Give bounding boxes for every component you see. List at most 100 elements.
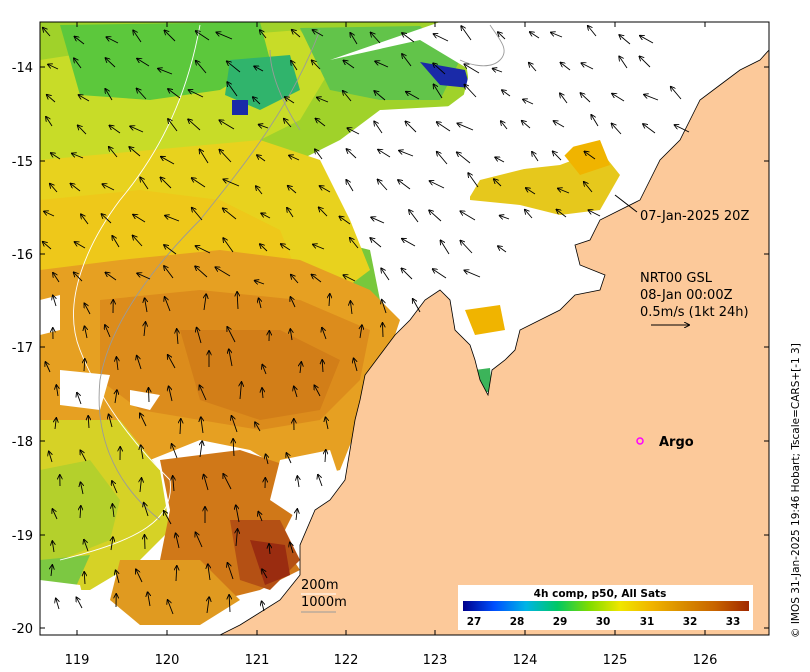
current-vector <box>588 26 597 37</box>
current-vector <box>232 416 238 433</box>
x-tick-label: 121 <box>245 653 270 668</box>
timestamp-leader <box>614 194 638 213</box>
y-tick-label: -18 <box>12 435 33 450</box>
current-vector <box>557 210 567 218</box>
current-vector <box>227 327 236 343</box>
current-vector <box>296 509 297 521</box>
current-vector <box>137 89 147 100</box>
current-vector <box>460 241 473 254</box>
current-vector <box>237 292 238 310</box>
current-vector <box>74 272 83 282</box>
current-vector <box>47 95 56 103</box>
current-vector <box>196 61 207 74</box>
current-vector <box>675 125 690 133</box>
current-vector <box>312 60 321 70</box>
current-vector <box>84 359 85 372</box>
current-vector <box>290 297 296 308</box>
current-vector <box>105 89 113 101</box>
credit-text: © IMOS 31-Jan-2025 19:46 Hobart; Tscale=… <box>790 343 802 638</box>
current-vector <box>493 69 503 72</box>
current-vector <box>350 33 358 45</box>
current-vector <box>612 124 622 135</box>
current-vector <box>401 268 413 280</box>
current-vector <box>109 126 121 134</box>
current-vector <box>105 325 111 338</box>
current-vector <box>227 82 238 97</box>
argo-marker <box>636 437 644 445</box>
argo-label: Argo <box>659 435 694 450</box>
current-vector <box>50 184 58 193</box>
y-tick-label: -20 <box>12 622 33 637</box>
current-vector <box>195 266 208 278</box>
current-vector <box>402 239 416 247</box>
current-vector <box>371 217 385 224</box>
current-vector <box>43 28 51 37</box>
current-vector <box>189 90 204 98</box>
current-vector <box>370 238 382 248</box>
current-vector <box>294 387 297 398</box>
y-tick-label: -19 <box>12 529 33 544</box>
x-tick-label: 125 <box>603 653 628 668</box>
current-vector <box>457 152 471 164</box>
current-vector <box>215 267 231 277</box>
current-vector <box>406 92 420 100</box>
current-vector <box>196 246 211 254</box>
current-vector <box>464 85 477 98</box>
colorbar: 4h comp, p50, All Sats 27 28 29 30 31 32… <box>458 585 753 630</box>
current-vector <box>106 58 116 68</box>
current-vector <box>500 216 510 219</box>
current-vector <box>229 595 230 613</box>
current-vector <box>43 242 52 250</box>
current-vector <box>176 566 177 582</box>
current-vector <box>208 564 210 581</box>
current-vector <box>223 208 237 220</box>
current-vector <box>291 275 299 284</box>
current-vector <box>312 275 322 283</box>
current-vector <box>288 186 297 194</box>
current-vector <box>346 180 354 192</box>
isobath-legend: 200m 1000m <box>301 578 347 613</box>
current-vector <box>168 89 181 99</box>
current-vector <box>402 54 412 67</box>
current-vector <box>255 281 265 284</box>
current-vector <box>289 155 300 161</box>
current-vector <box>553 151 562 161</box>
current-vector <box>116 570 120 584</box>
current-vector <box>53 273 60 283</box>
current-vector <box>106 37 119 44</box>
current-vector <box>85 326 88 339</box>
current-vector <box>561 63 571 71</box>
current-vector <box>354 358 358 372</box>
current-vector <box>343 275 356 282</box>
isobath-200m-label: 200m <box>301 578 338 593</box>
current-vector <box>129 147 141 157</box>
current-vector <box>173 476 174 492</box>
current-vector <box>46 117 53 127</box>
current-vector <box>200 385 207 401</box>
current-vector <box>219 150 232 163</box>
current-vector <box>240 382 242 400</box>
current-vector <box>161 157 175 165</box>
colorbar-tick: 27 <box>467 616 482 628</box>
current-vector <box>281 244 291 251</box>
current-vector <box>460 211 476 221</box>
x-axis: 119 120 121 122 123 124 125 126 <box>65 22 717 668</box>
current-vector <box>360 325 362 339</box>
current-vector <box>133 30 142 43</box>
current-vector <box>227 61 241 73</box>
current-vector <box>88 416 89 429</box>
current-vector <box>196 31 210 41</box>
current-vector <box>102 214 112 224</box>
current-vector <box>260 244 268 252</box>
current-vector <box>322 328 327 340</box>
current-vector <box>137 273 151 280</box>
current-vector <box>261 213 271 219</box>
x-tick-label: 124 <box>513 653 538 668</box>
current-vector <box>437 152 448 165</box>
current-vector <box>434 84 443 99</box>
current-vector <box>168 600 174 615</box>
current-vector <box>255 422 261 432</box>
current-vector <box>76 597 83 609</box>
current-vector <box>81 214 89 225</box>
current-vector <box>84 303 91 315</box>
